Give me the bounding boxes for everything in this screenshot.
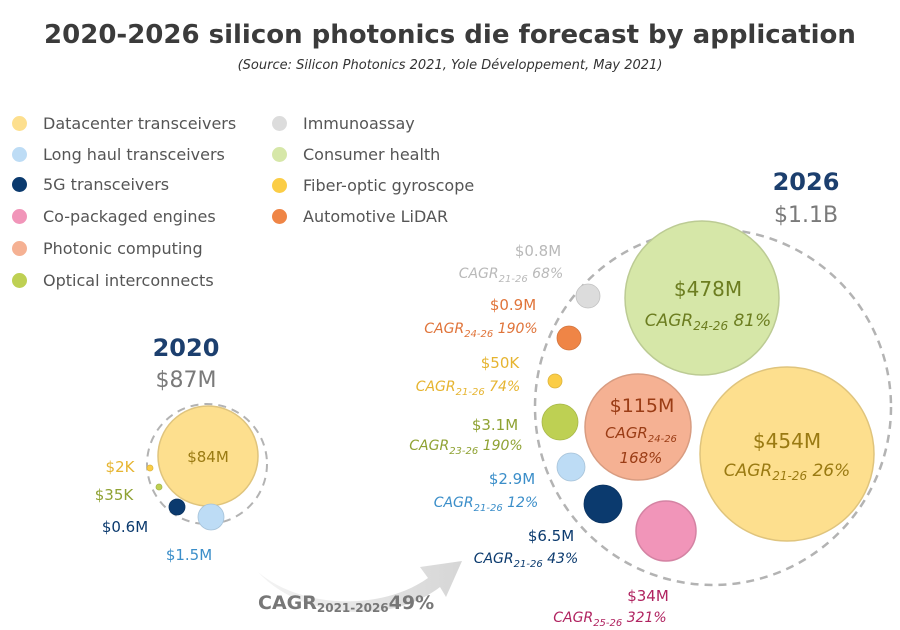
bubble-cagr-2026-fiveg: CAGR21-26 43% [474, 551, 579, 570]
bubble-2026-gyro [547, 373, 563, 389]
bubble-2026-datacenter [699, 366, 875, 542]
bubble-value-2026-optical: $3.1M [472, 416, 518, 434]
legend-swatch-lidar [272, 209, 287, 224]
chart-title: 2020-2026 silicon photonics die forecast… [44, 20, 856, 50]
bubble-label-2020-optical: $35K [95, 486, 135, 504]
bubble-cagr-2026-consumer: CAGR24-26 81% [645, 311, 772, 333]
bubble-value-2026-copackaged: $34M [627, 587, 669, 605]
bubble-cagr-2026-photonic: CAGR24-26 168% [605, 424, 677, 467]
bubble-value-2026-photonic: $115M [610, 395, 675, 417]
bubble-2020-gyro [146, 464, 154, 472]
legend-label-lidar: Automotive LiDAR [303, 207, 449, 226]
bubble-value-2026-immuno: $0.8M [515, 242, 561, 260]
bubble-cagr-2026-immuno: CAGR21-26 68% [459, 266, 564, 285]
total-label-2020: $87M [156, 368, 217, 393]
overall-cagr-period: 2021-2026 [316, 601, 389, 615]
legend-swatch-immuno [272, 116, 287, 131]
bubble-cagr-2026-datacenter: CAGR21-26 26% [724, 461, 851, 483]
overall-cagr-note: CAGR2021-202649% [258, 592, 434, 615]
legend-swatch-datacenter [12, 116, 27, 131]
bubble-value-2026-gyro: $50K [481, 354, 521, 372]
chart-subtitle: (Source: Silicon Photonics 2021, Yole Dé… [237, 58, 663, 73]
bubble-label-2020-gyro: $2K [106, 458, 136, 476]
total-label-2026: $1.1B [774, 203, 838, 228]
bubble-2026-consumer [624, 220, 780, 376]
legend-swatch-consumer [272, 147, 287, 162]
legend-label-photonic: Photonic computing [43, 239, 203, 258]
bubble-value-2026-datacenter: $454M [753, 429, 821, 453]
bubble-2020-fiveg [168, 498, 186, 516]
legend-label-datacenter: Datacenter transceivers [43, 114, 237, 133]
total-circle-2026 [533, 227, 893, 587]
year-label-2026: 2026 [773, 168, 840, 196]
bubble-cagr-2026-copackaged: CAGR25-26 321% [553, 610, 666, 629]
overall-cagr-label: CAGR [258, 592, 317, 614]
year-group-2020: 2020 $87M $84M $1.5M $0.6M $35K $2K [95, 334, 268, 564]
bubble-2020-optical [155, 483, 163, 491]
legend-swatch-gyro [272, 178, 287, 193]
legend-swatch-longhaul [12, 147, 27, 162]
legend-label-immuno: Immunoassay [303, 114, 415, 133]
legend-label-fiveg: 5G transceivers [43, 175, 170, 194]
bubble-value-2026-fiveg: $6.5M [528, 527, 574, 545]
bubble-cagr-2026-lidar: CAGR24-26 190% [424, 321, 537, 340]
bubble-label-2020-fiveg: $0.6M [102, 518, 148, 536]
legend-swatch-photonic [12, 241, 27, 256]
legend-label-longhaul: Long haul transceivers [43, 145, 225, 164]
growth-arrow [258, 561, 462, 612]
legend-label-copackaged: Co-packaged engines [43, 207, 216, 226]
legend-swatch-copackaged [12, 209, 27, 224]
bubble-2026-fiveg [583, 484, 623, 524]
year-label-2020: 2020 [153, 334, 220, 362]
bubble-cagr-2026-optical: CAGR23-26 190% [409, 438, 522, 457]
year-group-2026: 2026 $1.1B $478M CAGR24-26 81% $454M CAGR21-2… [409, 168, 893, 629]
bubble-label-2020-datacenter: $84M [187, 448, 229, 466]
legend-label-consumer: Consumer health [303, 145, 441, 164]
bubble-value-2026-consumer: $478M [674, 277, 742, 301]
legend-swatch-optical [12, 273, 27, 288]
bubble-label-2020-longhaul: $1.5M [166, 546, 212, 564]
bubble-2026-lidar [556, 325, 582, 351]
bubble-2026-immuno [575, 283, 601, 309]
bubble-2026-optical [541, 403, 579, 441]
bubble-2026-photonic [584, 373, 692, 481]
legend-label-optical: Optical interconnects [43, 271, 214, 290]
total-circle-2020 [146, 403, 268, 525]
bubble-2026-copackaged [635, 500, 697, 562]
bubble-cagr-2026-gyro: CAGR21-26 74% [416, 379, 521, 398]
bubble-cagr-2026-longhaul: CAGR21-26 12% [434, 495, 539, 514]
bubble-value-2026-lidar: $0.9M [490, 296, 536, 314]
bubble-2026-longhaul [556, 452, 586, 482]
bubble-2020-longhaul [197, 503, 225, 531]
legend-swatch-fiveg [12, 177, 27, 192]
bubble-value-2026-longhaul: $2.9M [489, 470, 535, 488]
legend-label-gyro: Fiber-optic gyroscope [303, 176, 475, 195]
overall-cagr-value: 49% [388, 592, 435, 614]
